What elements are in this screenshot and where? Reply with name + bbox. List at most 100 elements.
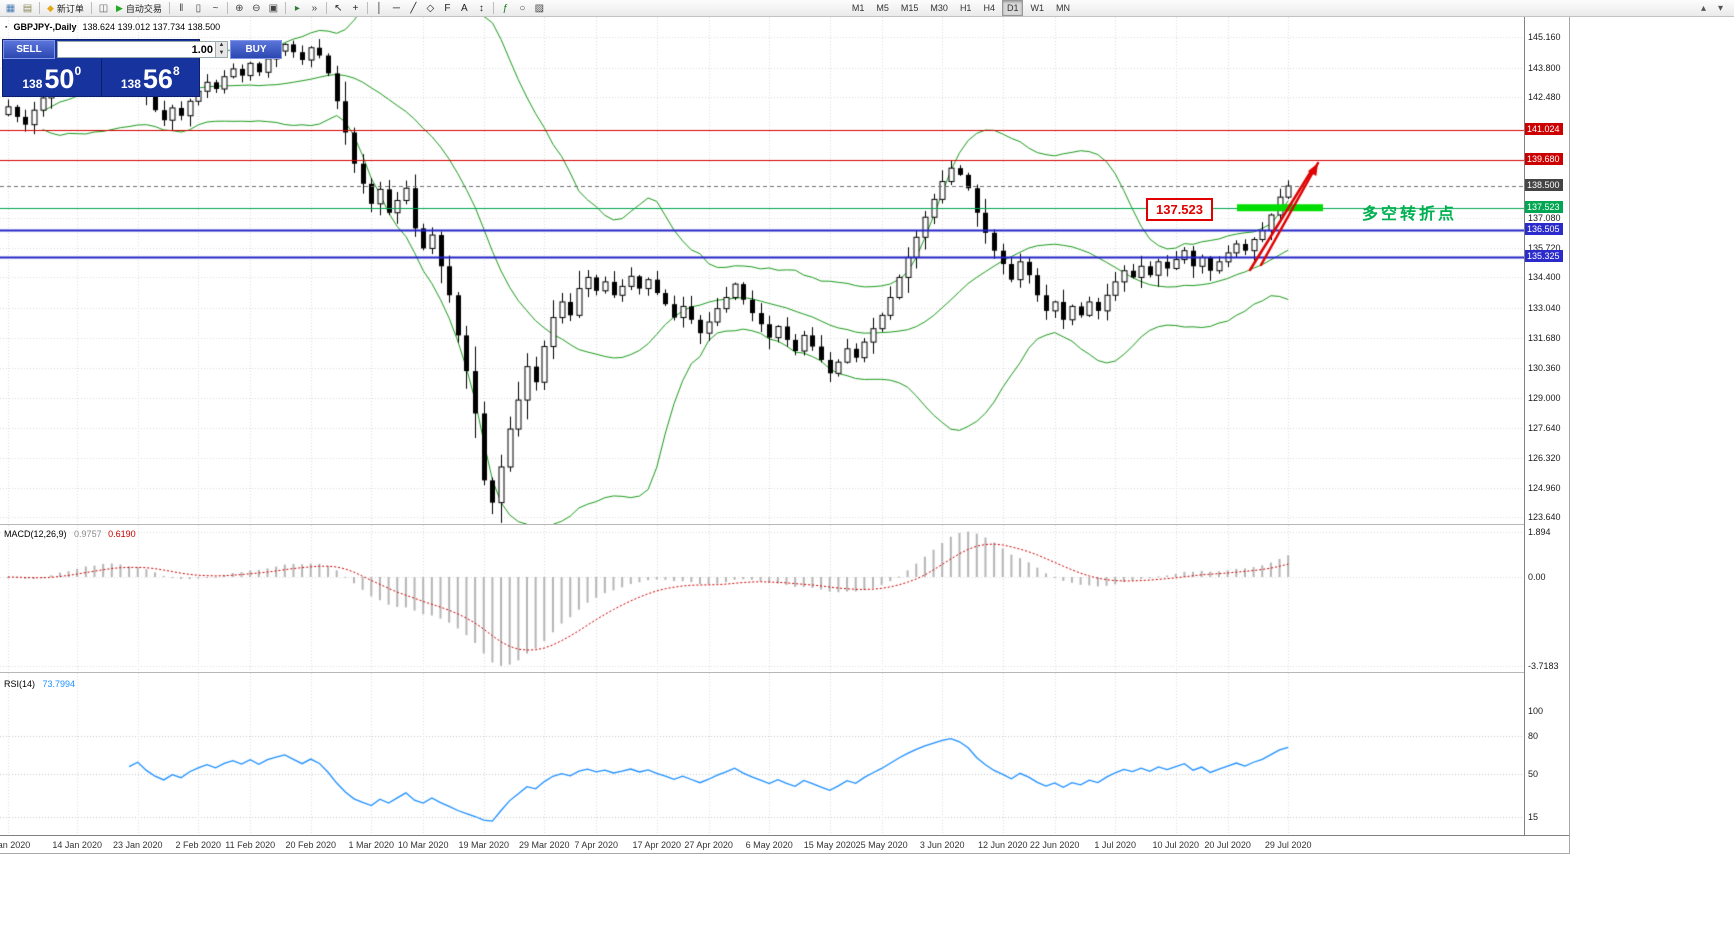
macd-axis-label: 0.00 [1528,572,1546,582]
zoom-out-icon: ⊖ [252,2,261,14]
timeframe-h1-button[interactable]: H1 [959,3,972,13]
date-tick-label: 1 Jul 2020 [1094,840,1136,850]
toolbar-separator [226,2,228,14]
timeframe-m1-button[interactable]: M1 [851,3,865,13]
timeframe-mn-button[interactable]: MN [1055,3,1070,13]
macd-name: MACD(12,26,9) [4,529,67,539]
rsi-chart-canvas[interactable] [0,673,1524,835]
toolbar-separator [492,2,494,14]
line-chart-mode-button[interactable]: ~ [207,1,224,16]
hline-price-label: 136.505 [1525,223,1563,236]
rsi-axis-label: 100 [1528,706,1544,716]
new-chart-button[interactable]: ▦ [2,1,19,16]
cursor-tool-button[interactable]: ↖ [330,1,347,16]
vertical-line-tool-button[interactable]: │ [371,1,388,16]
date-tick-label: 15 May 2020 [803,840,856,850]
zoom-out-button[interactable]: ⊖ [248,1,265,16]
rsi-name: RSI(14) [4,679,36,689]
crosshair-tool-button[interactable]: + [347,1,364,16]
tile-windows-button[interactable]: ▣ [265,1,282,16]
channel-tool-icon: ◇ [426,2,435,14]
horizontal-line-tool-icon: ─ [392,2,400,14]
indicators-icon: ƒ [502,2,509,14]
timeframe-h4-button[interactable]: H4 [983,3,995,13]
bid-quote[interactable]: 138 50 0 [3,59,101,96]
candlestick-mode-button[interactable]: ▯ [190,1,207,16]
date-tick-label: 17 Apr 2020 [632,840,682,850]
auto-scroll-button[interactable]: ▸ [289,1,306,16]
timeframe-d1-button[interactable]: D1 [1001,0,1024,16]
profiles-button[interactable]: ▤ [19,1,36,16]
templates-icon: ▨ [534,2,545,14]
annotation-price-label[interactable]: 137.523 [1146,198,1213,221]
arrows-tool-button[interactable]: ↕ [473,1,490,16]
main-toolbar: ▦ ▤ ◆ 新订单 ◫ ▶ 自动交易 ‖ ▯ ~ ⊕ ⊖ ▣ ▸ » ↖ + │ ─ ╱ ◇ F A ↕ ƒ ○ ▨ M1 M5 M15 M… [0,0,1734,17]
horizontal-line-tool-button[interactable]: ─ [388,1,405,16]
auto-trading-button[interactable]: ▶ 自动交易 [112,1,166,16]
macd-axis-label: -3.7183 [1528,660,1559,671]
timeframe-m30-button[interactable]: M30 [930,3,948,13]
new-order-button[interactable]: ◆ 新订单 [43,1,88,16]
periods-button[interactable]: ○ [514,1,531,16]
volume-up-button[interactable]: ▲ [216,42,227,50]
indicators-button[interactable]: ƒ [497,1,514,16]
rsi-indicator-label: RSI(14) 73.7994 [4,679,75,689]
annotation-note-text[interactable]: 多空转折点 [1362,206,1458,223]
ask-quote[interactable]: 138 56 8 [100,59,200,96]
trendline-tool-button[interactable]: ╱ [405,1,422,16]
toolbar-separator [366,2,368,14]
chart-title: ▪ GBPJPY-,Daily 138.624 139.012 137.734 … [5,22,220,32]
bar-chart-mode-button[interactable]: ‖ [173,1,190,16]
toolbar-right-icons: ▴ ▾ [1695,1,1734,16]
date-tick-label: 7 Apr 2020 [574,840,618,850]
current-price-label: 138.500 [1525,179,1563,191]
price-chart-canvas[interactable] [0,17,1524,524]
price-axis[interactable]: 145.160 143.800 142.480 137.080 135.720 134.4… [1524,17,1569,835]
toolbar-scroll-up-button[interactable]: ▴ [1700,2,1707,14]
new-order-icon: ◆ [47,2,54,13]
chart-shift-button[interactable]: » [306,1,323,16]
toolbar-scroll-down-button[interactable]: ▾ [1717,2,1724,14]
date-tick-label: 2 Jan 2020 [0,840,31,850]
toolbar-separator [168,2,170,14]
channel-tool-button[interactable]: ◇ [422,1,439,16]
ask-prefix: 138 [120,77,141,91]
zoom-in-icon: ⊕ [235,2,244,14]
time-axis[interactable]: 2 Jan 2020 14 Jan 2020 23 Jan 2020 2 Feb 20… [0,835,1569,853]
timeframe-w1-button[interactable]: W1 [1030,3,1044,13]
text-tool-button[interactable]: A [456,1,473,16]
chart-window-button[interactable]: ◫ [95,1,112,16]
rsi-axis-label: 80 [1528,731,1539,741]
date-tick-label: 29 Jul 2020 [1264,840,1312,850]
text-tool-icon: A [461,2,468,14]
macd-panel-splitter[interactable] [0,524,1569,525]
rsi-panel-splitter[interactable] [0,672,1569,673]
timeframe-m15-button[interactable]: M15 [900,3,919,13]
macd-chart-canvas[interactable] [0,525,1524,672]
date-tick-label: 25 May 2020 [855,840,908,850]
new-chart-icon: ▦ [5,2,16,14]
chart-window[interactable]: 145.160 143.800 142.480 137.080 135.720 134.4… [0,17,1570,854]
fibonacci-tool-button[interactable]: F [439,1,456,16]
crosshair-tool-icon: + [352,2,359,14]
volume-input[interactable] [58,42,215,57]
templates-button[interactable]: ▨ [531,1,548,16]
timeframe-m5-button[interactable]: M5 [876,3,889,13]
bid-big-digits: 50 [44,64,75,94]
candlestick-mode-icon: ▯ [195,2,202,14]
price-tick-label: 142.480 [1528,92,1561,103]
chart-shift-icon: » [311,2,318,14]
sell-button[interactable]: SELL [3,40,55,59]
bid-pip-digit: 0 [74,64,82,78]
toolbar-separator [90,2,92,14]
ask-big-digits: 56 [142,64,173,94]
line-chart-mode-icon: ~ [212,2,219,14]
bar-chart-mode-icon: ‖ [179,2,184,14]
ask-pip-digit: 8 [172,64,180,78]
date-tick-label: 6 May 2020 [745,840,793,850]
buy-button[interactable]: BUY [230,40,282,59]
rsi-axis-label: 15 [1528,812,1539,823]
zoom-in-button[interactable]: ⊕ [231,1,248,16]
volume-down-button[interactable]: ▼ [216,49,227,57]
